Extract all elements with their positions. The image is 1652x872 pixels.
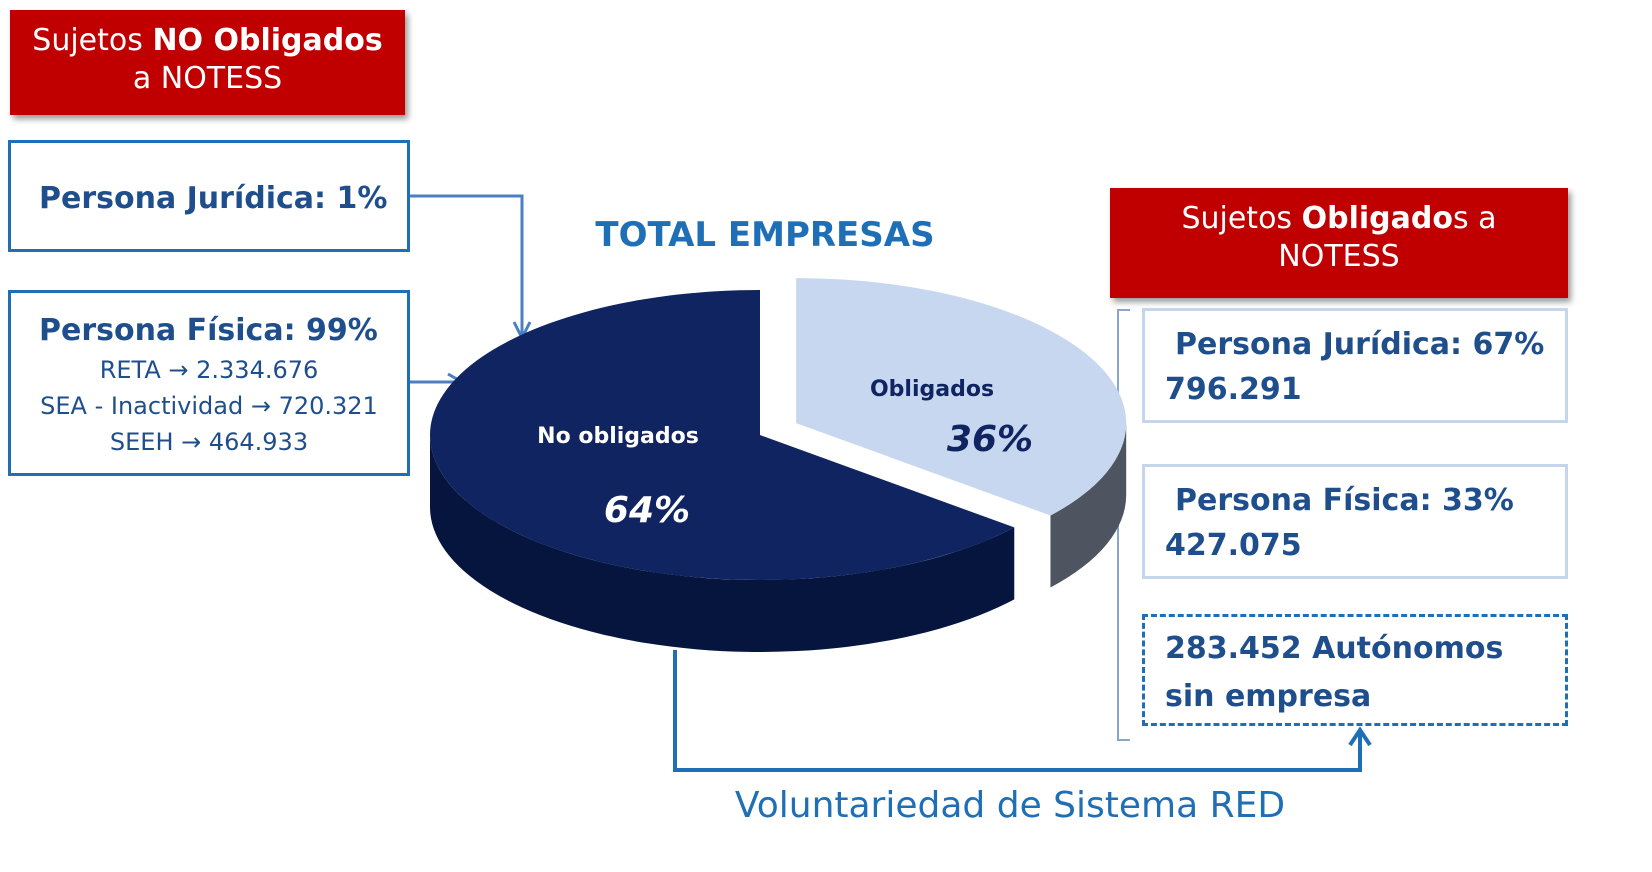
right-fisica: Persona Física: 33% 427.075 <box>1142 464 1568 579</box>
text: NO Obligados <box>152 23 383 58</box>
connector <box>673 650 1362 772</box>
left-header: Sujetos NO Obligados a NOTESS <box>10 10 405 115</box>
pie-slice <box>429 290 1015 580</box>
text: s a <box>1452 201 1497 236</box>
autonomos-box: 283.452 Autónomos sin empresa <box>1142 614 1568 726</box>
text: 427.075 <box>1165 528 1302 563</box>
juridica-box: Persona Jurídica: 1% <box>8 140 410 252</box>
text: NOTESS <box>1278 239 1400 274</box>
text: 283.452 Autónomos sin empresa <box>1165 631 1504 714</box>
arrow-head <box>1348 726 1372 747</box>
text: Sujetos <box>1181 201 1293 236</box>
text: a NOTESS <box>132 61 283 96</box>
text: Obligado <box>1301 201 1453 236</box>
text: SEEH → 464.933 <box>109 428 309 456</box>
text: SEA - Inactividad → 720.321 <box>40 392 378 420</box>
text: Persona Física: 33% <box>1175 483 1514 518</box>
slice-label: No obligados <box>537 424 699 449</box>
connector <box>410 194 524 335</box>
pie-side <box>1050 423 1127 588</box>
fisica-box: Persona Física: 99% RETA → 2.334.676 SEA… <box>8 290 410 476</box>
right-header: Sujetos Obligados a NOTESS <box>1110 188 1568 298</box>
text: Persona Jurídica: 67% <box>1175 327 1545 362</box>
text: RETA → 2.334.676 <box>99 356 319 384</box>
pie-side <box>430 435 1015 652</box>
slice-label: Obligados <box>870 377 994 402</box>
footer: Voluntariedad de Sistema RED <box>734 785 1286 826</box>
text: 796.291 <box>1165 372 1302 407</box>
text: Sujetos <box>32 23 143 58</box>
slice-value: 36% <box>947 419 1033 460</box>
pie-slice <box>796 278 1127 516</box>
slice-value: 64% <box>604 490 690 531</box>
right-juridica: Persona Jurídica: 67% 796.291 <box>1142 308 1568 423</box>
chart-title: TOTAL EMPRESAS <box>595 215 935 255</box>
text: Persona Física: 99% <box>39 313 378 348</box>
text: Persona Jurídica: 1% <box>39 181 388 216</box>
